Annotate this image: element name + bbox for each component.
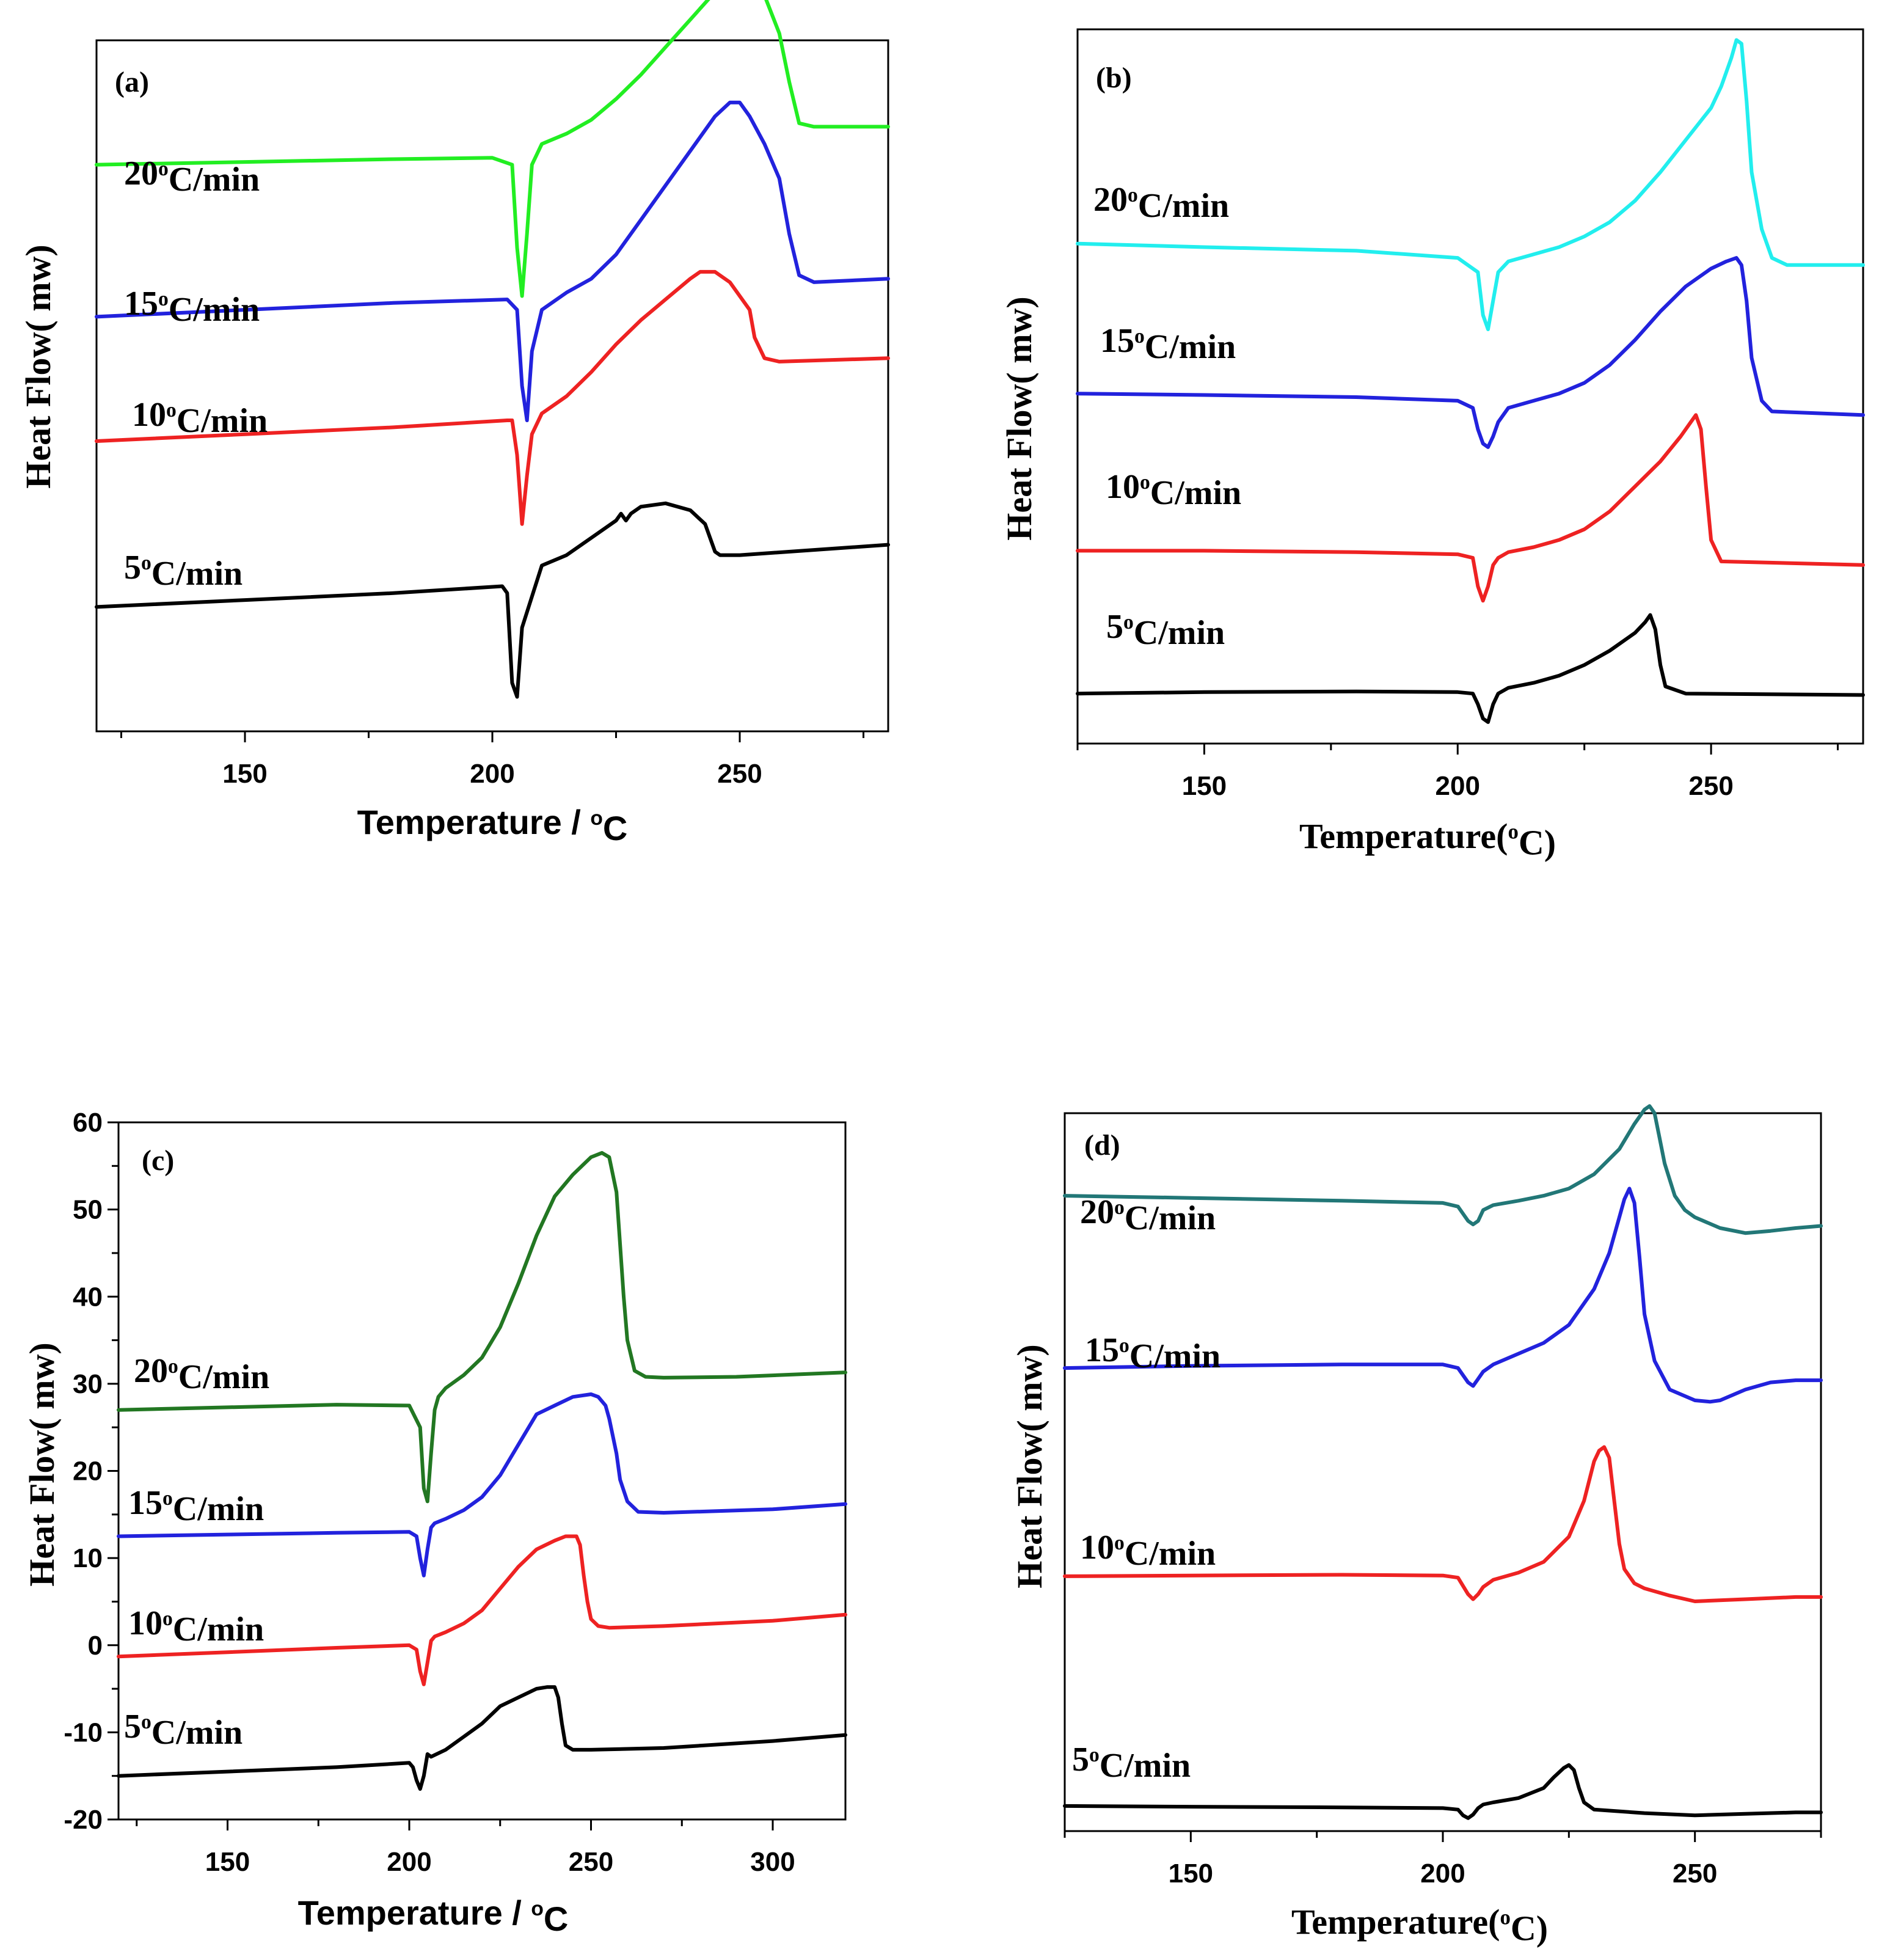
series-line-15c-min bbox=[1076, 256, 1865, 449]
series-line-10c-min bbox=[1063, 1445, 1823, 1603]
series-line-20c-min bbox=[95, 0, 890, 298]
series-label: 10oC/min bbox=[132, 396, 268, 440]
y-tick-label: 20 bbox=[73, 1457, 103, 1486]
x-tick-label: 200 bbox=[387, 1847, 431, 1877]
x-tick-label: 200 bbox=[1420, 1859, 1465, 1889]
series-label: 15oC/min bbox=[124, 285, 260, 329]
series-line-10c-min bbox=[95, 269, 890, 526]
series-label: 5oC/min bbox=[124, 549, 243, 593]
panel-label: (c) bbox=[142, 1144, 174, 1177]
chart-panel-4: 150 200 250 20oC/min 15oC/min 10oC/min 5oC/min… bbox=[1010, 1104, 1823, 1948]
series-label: 15oC/min bbox=[1085, 1331, 1220, 1375]
x-tick-label: 200 bbox=[470, 759, 514, 789]
x-tick-label: 250 bbox=[569, 1847, 613, 1877]
series-line-20c-min bbox=[1076, 38, 1865, 331]
x-tick-label: 250 bbox=[1673, 1859, 1717, 1889]
series-line-5c-min bbox=[1063, 1763, 1823, 1820]
y-tick-label: 40 bbox=[73, 1282, 103, 1312]
y-tick-label: -20 bbox=[64, 1805, 103, 1835]
series-line-10c-min bbox=[1076, 413, 1865, 603]
series-line-5c-min bbox=[1076, 613, 1865, 724]
chart-panel-3: 150 200 250 300 -20 -10 0 10 20 30 40 50 60 20oC/min 1… bbox=[22, 1108, 847, 1938]
chart-panel-1: 150 200 250 20oC/min 15oC/min 10oC/min 5oC/min… bbox=[18, 0, 890, 847]
x-tick-label: 150 bbox=[205, 1847, 250, 1877]
y-axis-title: Heat Flow( mw) bbox=[18, 244, 58, 488]
series-label: 5oC/min bbox=[1072, 1741, 1191, 1785]
y-axis-title: Heat Flow( mw) bbox=[1010, 1344, 1049, 1588]
x-axis-title: Temperature / oC bbox=[357, 803, 628, 847]
series-label: 15oC/min bbox=[1100, 322, 1236, 366]
series-line-5c-min bbox=[95, 501, 890, 699]
x-axis-title: Temperature(oC) bbox=[1299, 816, 1556, 862]
x-tick-label: 250 bbox=[717, 759, 762, 789]
series-label: 20oC/min bbox=[1093, 181, 1229, 225]
y-tick-label: 10 bbox=[73, 1543, 103, 1573]
plot-frame bbox=[95, 39, 889, 733]
panel-label: (b) bbox=[1096, 62, 1132, 94]
series-label: 10oC/min bbox=[1080, 1529, 1216, 1573]
x-axis-title: Temperature(oC) bbox=[1291, 1902, 1548, 1948]
y-tick-label: 30 bbox=[73, 1369, 103, 1399]
x-tick-label: 150 bbox=[1182, 771, 1227, 801]
panel-label: (d) bbox=[1084, 1129, 1120, 1161]
series-label: 5oC/min bbox=[124, 1708, 243, 1752]
y-tick-label: -10 bbox=[64, 1717, 103, 1747]
x-axis-title: Temperature / oC bbox=[298, 1893, 569, 1938]
x-tick-label: 200 bbox=[1436, 771, 1480, 801]
series-line-20c-min bbox=[1063, 1104, 1823, 1235]
series-label: 10oC/min bbox=[1106, 468, 1241, 512]
series-label: 20oC/min bbox=[1080, 1193, 1216, 1237]
plot-frame bbox=[1076, 28, 1864, 745]
y-tick-label: 60 bbox=[73, 1108, 103, 1138]
series-line-15c-min bbox=[117, 1392, 847, 1578]
series-line-15c-min bbox=[1063, 1187, 1823, 1404]
y-tick-label: 50 bbox=[73, 1195, 103, 1225]
chart-panel-2: 150 200 250 20oC/min 15oC/min 10oC/min 5oC/min… bbox=[999, 28, 1865, 862]
series-line-5c-min bbox=[117, 1685, 847, 1791]
y-axis-title: Heat Flow( mw) bbox=[999, 296, 1039, 540]
series-line-10c-min bbox=[117, 1534, 847, 1686]
y-axis-title: Heat Flow( mw) bbox=[22, 1342, 62, 1586]
series-label: 5oC/min bbox=[1106, 608, 1225, 652]
series-label: 15oC/min bbox=[128, 1484, 264, 1528]
series-line-15c-min bbox=[95, 100, 890, 422]
series-line-20c-min bbox=[117, 1150, 847, 1504]
panel-label: (a) bbox=[115, 66, 149, 98]
x-tick-label: 300 bbox=[750, 1847, 795, 1877]
series-label: 10oC/min bbox=[128, 1604, 264, 1648]
y-tick-label: 0 bbox=[88, 1631, 103, 1661]
series-label: 20oC/min bbox=[134, 1352, 269, 1396]
series-label: 20oC/min bbox=[124, 155, 260, 199]
x-tick-label: 150 bbox=[1169, 1859, 1213, 1889]
x-tick-label: 250 bbox=[1688, 771, 1733, 801]
x-tick-label: 150 bbox=[222, 759, 267, 789]
